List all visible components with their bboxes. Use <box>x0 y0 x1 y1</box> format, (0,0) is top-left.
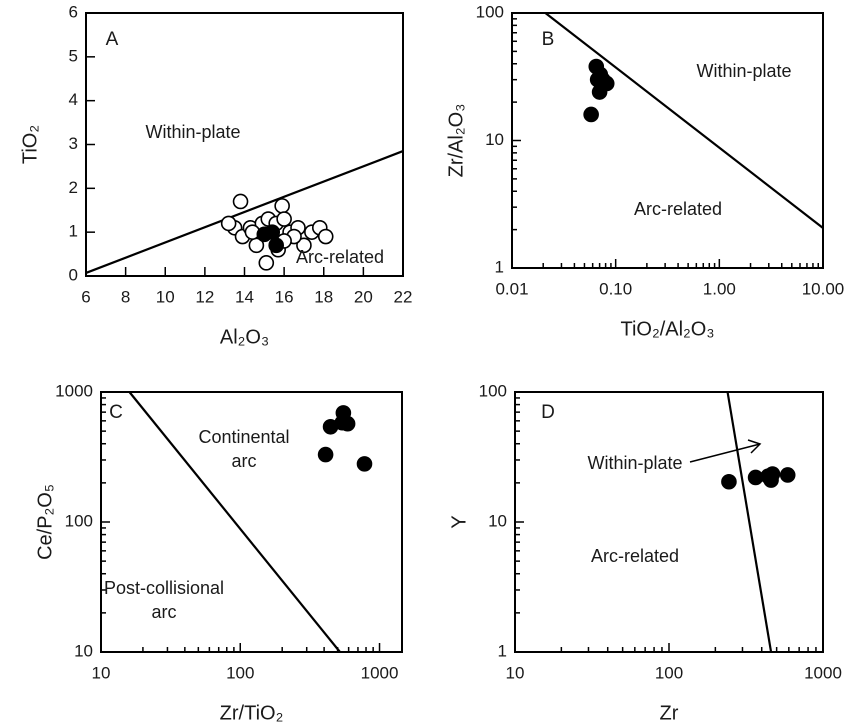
x-axis-label: Zr <box>660 702 679 724</box>
x-tick-label: 16 <box>275 287 294 306</box>
data-point <box>591 84 608 100</box>
y-axis-label: Ce/P₂O₅ <box>34 484 56 560</box>
data-point <box>764 466 781 482</box>
arrow-head <box>747 439 762 454</box>
x-tick-label: 10 <box>92 663 111 682</box>
x-tick-label: 22 <box>394 287 413 306</box>
data-point <box>317 228 334 245</box>
plot-frame <box>514 391 824 653</box>
panel-letter: D <box>541 402 555 423</box>
region-label: arc <box>151 602 176 622</box>
region-label: Arc-related <box>591 546 679 566</box>
x-tick-label: 100 <box>655 663 683 682</box>
x-tick-label: 1000 <box>361 663 399 682</box>
data-point <box>258 255 275 271</box>
x-axis-label: Al₂O₃ <box>220 326 269 348</box>
region-label: Within-plate <box>145 122 240 142</box>
region-label: Arc-related <box>296 247 384 267</box>
x-tick-label: 8 <box>121 287 130 306</box>
x-tick-label: 10 <box>506 663 525 682</box>
x-tick-label: 1000 <box>804 663 842 682</box>
panel-letter: B <box>542 29 555 50</box>
data-point <box>276 211 292 227</box>
x-tick-label: 12 <box>195 287 214 306</box>
data-point <box>232 193 249 210</box>
x-tick-label: 10 <box>156 287 175 306</box>
region-label: Continental <box>198 427 289 447</box>
region-label: Within-plate <box>587 453 682 473</box>
x-axis-label: Zr/TiO₂ <box>220 702 284 724</box>
data-point <box>592 66 609 83</box>
data-point <box>296 237 312 254</box>
data-point <box>268 237 285 254</box>
y-tick-label: 1000 <box>55 381 93 400</box>
panel-letter: A <box>106 29 119 50</box>
x-tick-label: 6 <box>81 287 90 306</box>
x-tick-label: 20 <box>354 287 373 306</box>
y-tick-label: 0 <box>69 265 78 284</box>
plot-frame <box>511 12 824 269</box>
data-point <box>339 415 356 432</box>
y-tick-label: 4 <box>69 90 78 109</box>
y-tick-label: 1 <box>69 222 78 241</box>
y-axis-label: Y <box>448 515 470 528</box>
boundary-line <box>128 391 341 653</box>
y-tick-label: 10 <box>485 130 504 149</box>
x-tick-label: 10.00 <box>802 279 845 298</box>
region-label: arc <box>231 451 256 471</box>
y-tick-label: 1 <box>495 257 504 276</box>
y-tick-label: 100 <box>479 381 507 400</box>
x-tick-label: 18 <box>314 287 333 306</box>
boundary-line <box>726 391 773 653</box>
y-axis-label: Zr/Al₂O₃ <box>445 104 467 178</box>
x-tick-label: 14 <box>235 287 254 306</box>
data-point <box>274 198 290 214</box>
boundary-line <box>85 150 404 274</box>
x-tick-label: 0.01 <box>495 279 528 298</box>
data-point <box>264 224 281 240</box>
data-point <box>721 473 737 490</box>
y-tick-label: 5 <box>69 46 78 65</box>
data-point <box>779 467 796 483</box>
y-axis-label: TiO₂ <box>19 125 41 164</box>
y-tick-label: 100 <box>476 2 504 21</box>
x-tick-label: 1.00 <box>703 279 736 298</box>
x-axis-label: TiO₂/Al₂O₃ <box>620 318 714 340</box>
y-tick-label: 100 <box>65 511 93 530</box>
region-label: Post-collisional <box>104 578 224 598</box>
y-tick-label: 10 <box>488 511 507 530</box>
x-tick-label: 0.10 <box>599 279 632 298</box>
region-label: Arc-related <box>634 199 722 219</box>
data-point <box>317 446 334 463</box>
data-point <box>356 456 373 472</box>
data-point <box>583 106 599 123</box>
x-tick-label: 100 <box>226 663 254 682</box>
panel-letter: C <box>109 402 123 423</box>
annotation-arrow <box>689 443 761 463</box>
region-label: Within-plate <box>696 61 791 81</box>
y-tick-label: 6 <box>69 2 78 21</box>
y-tick-label: 1 <box>498 641 507 660</box>
y-tick-label: 10 <box>74 641 93 660</box>
y-tick-label: 3 <box>69 134 78 153</box>
y-tick-label: 2 <box>69 178 78 197</box>
boundary-line <box>544 12 824 229</box>
data-point <box>220 215 237 232</box>
